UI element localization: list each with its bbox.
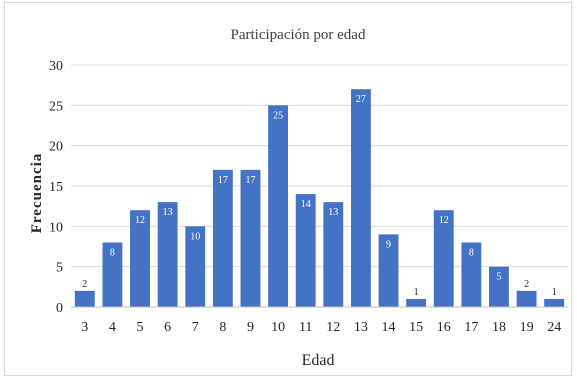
y-tick-label: 20 [49, 140, 63, 155]
x-tick-label: 19 [520, 320, 534, 335]
data-labels: 2 8 12 13 10 17 17 25 14 13 27 9 1 12 8 5 2 1 [82, 94, 556, 298]
data-label: 13 [328, 207, 338, 218]
bar [461, 242, 482, 307]
data-label: 2 [524, 279, 529, 290]
data-label: 9 [386, 239, 391, 250]
x-tick-label: 4 [109, 320, 116, 335]
data-label: 5 [496, 272, 501, 283]
data-label: 12 [439, 215, 449, 226]
x-tick-label: 6 [164, 320, 171, 335]
y-tick-label: 15 [49, 180, 63, 195]
x-axis-title: Edad [302, 352, 335, 369]
data-label: 27 [356, 94, 366, 105]
data-label: 1 [414, 287, 419, 298]
x-tick-label: 13 [354, 320, 368, 335]
y-axis-ticks: 0 5 10 15 20 25 30 [49, 59, 63, 316]
x-tick-label: 3 [81, 320, 88, 335]
bars [74, 89, 565, 307]
data-label: 12 [135, 215, 145, 226]
y-tick-label: 10 [49, 220, 63, 235]
x-tick-label: 7 [192, 320, 199, 335]
x-axis-ticks: 3 4 5 6 7 8 9 10 11 12 13 14 15 16 17 18 19 24 [81, 320, 561, 335]
bar [240, 169, 261, 307]
bar [185, 226, 206, 307]
x-tick-label: 9 [247, 320, 254, 335]
bar [406, 298, 427, 307]
bar [295, 194, 316, 307]
bar [102, 242, 123, 307]
bar [433, 210, 454, 307]
bar [74, 290, 95, 307]
data-label: 1 [552, 287, 557, 298]
y-axis-title: Frecuencia [29, 153, 45, 234]
x-tick-label: 15 [409, 320, 423, 335]
x-tick-label: 5 [137, 320, 144, 335]
x-tick-label: 8 [219, 320, 226, 335]
bar [489, 266, 509, 307]
data-label: 17 [218, 175, 228, 186]
y-tick-label: 0 [56, 301, 63, 316]
x-tick-label: 18 [492, 320, 506, 335]
gridlines [71, 64, 568, 268]
bar [323, 202, 344, 307]
bar [130, 210, 150, 307]
bar [268, 105, 289, 307]
bar [544, 298, 565, 307]
bar [157, 202, 178, 307]
bar [516, 290, 537, 307]
y-tick-label: 5 [56, 261, 63, 276]
x-tick-label: 16 [437, 320, 451, 335]
x-tick-label: 17 [464, 320, 478, 335]
x-tick-label: 24 [547, 320, 561, 335]
data-label: 2 [82, 279, 87, 290]
x-tick-label: 10 [271, 320, 285, 335]
x-tick-label: 14 [382, 320, 396, 335]
x-tick-label: 11 [299, 320, 312, 335]
y-tick-label: 25 [49, 99, 63, 114]
chart-frame: Participación por edad 0 5 10 15 20 25 30 2 8 12… [4, 2, 572, 376]
bar [350, 89, 371, 307]
bar [212, 169, 233, 307]
y-tick-label: 30 [49, 59, 63, 74]
x-tick-label: 12 [326, 320, 340, 335]
data-label: 10 [190, 231, 200, 242]
data-label: 25 [273, 110, 283, 121]
data-label: 8 [110, 247, 115, 258]
data-label: 13 [163, 207, 173, 218]
data-label: 17 [245, 175, 255, 186]
chart-title: Participación por edad [231, 27, 366, 43]
data-label: 14 [301, 199, 311, 210]
data-label: 8 [469, 247, 474, 258]
bar [378, 234, 399, 307]
